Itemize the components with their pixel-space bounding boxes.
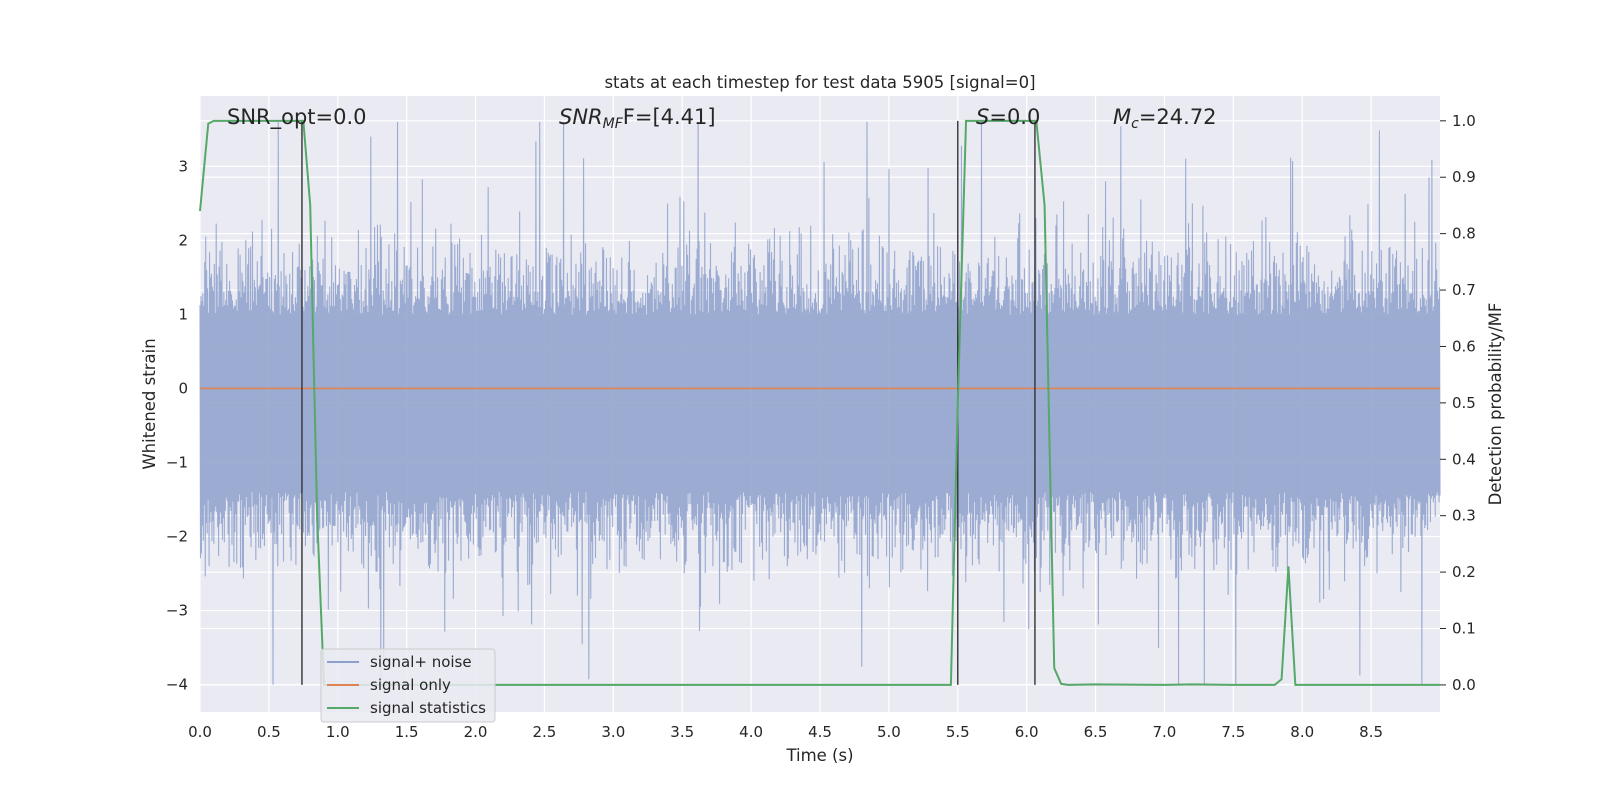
- y-right-tick-label: 0.7: [1452, 281, 1476, 299]
- legend-label-noise: signal+ noise: [370, 653, 472, 671]
- x-tick-label: 6.5: [1084, 723, 1108, 741]
- x-axis-label: Time (s): [785, 746, 853, 765]
- annotation-mc-value: =24.72: [1139, 105, 1217, 129]
- x-tick-label: 4.0: [739, 723, 763, 741]
- annotation-s-value: =0.0: [989, 105, 1040, 129]
- annotation-snr-mf: SNRMFF=[4.41]: [559, 105, 716, 132]
- y-left-tick-label: 0: [178, 379, 188, 397]
- y-left-axis-label: Whitened strain: [140, 338, 159, 469]
- x-tick-label: 0.5: [257, 723, 281, 741]
- legend-label-signal-only: signal only: [370, 676, 451, 694]
- y-right-tick-label: 0.4: [1452, 450, 1476, 468]
- annotation-snr-opt: SNR_opt=0.0: [227, 105, 367, 130]
- y-left-tick-label: −1: [166, 453, 188, 471]
- x-tick-label: 7.5: [1221, 723, 1245, 741]
- annotation-mc: Mc=24.72: [1113, 105, 1217, 132]
- y-right-tick-label: 0.8: [1452, 225, 1476, 243]
- x-tick-label: 3.5: [670, 723, 694, 741]
- annotation-mc-main: M: [1113, 105, 1131, 129]
- x-tick-label: 8.5: [1359, 723, 1383, 741]
- y-left-tick-label: 1: [178, 305, 188, 323]
- x-tick-label: 2.5: [533, 723, 557, 741]
- x-tick-label: 1.5: [395, 723, 419, 741]
- y-right-tick-label: 0.5: [1452, 394, 1476, 412]
- x-tick-label: 5.5: [946, 723, 970, 741]
- y-right-tick-label: 0.2: [1452, 563, 1476, 581]
- x-axis-ticks: 0.0 0.5 1.0 1.5 2.0 2.5 3.0 3.5 4.0 4.5 5.0 5.5 6.0 6…: [188, 723, 1383, 741]
- signal-statistics-line: [199, 119, 1440, 686]
- y-right-tick-label: 0.3: [1452, 507, 1476, 525]
- annotation-snr-mf-sub: MF: [603, 116, 624, 132]
- y-right-axis-label: Detection probability/MF: [1486, 303, 1505, 506]
- y-left-tick-label: −3: [166, 602, 188, 620]
- x-tick-label: 3.0: [601, 723, 625, 741]
- annotation-snr-mf-main: SNR: [559, 105, 603, 129]
- annotation-s: S=0.0: [976, 105, 1040, 129]
- y-right-tick-label: 0.0: [1452, 676, 1476, 694]
- legend-label-signal-stats: signal statistics: [370, 699, 486, 717]
- annotation-mc-sub: c: [1131, 116, 1139, 132]
- y-right-tick-label: 0.1: [1452, 620, 1476, 638]
- chart-title: stats at each timestep for test data 590…: [604, 73, 1035, 92]
- x-tick-label: 2.0: [464, 723, 488, 741]
- x-tick-label: 6.0: [1015, 723, 1039, 741]
- y-left-tick-label: −4: [166, 676, 188, 694]
- y-left-tick-label: 2: [178, 231, 188, 249]
- signal-noise-series: [199, 121, 1441, 685]
- y-left-tick-label: 3: [178, 157, 188, 175]
- x-tick-label: 8.0: [1290, 723, 1314, 741]
- legend: signal+ noise signal only signal statist…: [320, 648, 496, 723]
- x-tick-label: 7.0: [1153, 723, 1177, 741]
- y-left-axis-ticks: −4 −3 −2 −1 0 1 2 3: [166, 157, 188, 693]
- annotation-s-main: S: [976, 105, 989, 129]
- x-tick-label: 5.0: [877, 723, 901, 741]
- signal-statistics-series: [199, 119, 1440, 686]
- x-tick-label: 1.0: [326, 723, 350, 741]
- annotation-snr-mf-value: F=[4.41]: [623, 105, 716, 129]
- signal-noise-line: [199, 121, 1441, 685]
- x-tick-label: 0.0: [188, 723, 212, 741]
- x-tick-label: 4.5: [808, 723, 832, 741]
- y-right-tick-label: 0.9: [1452, 168, 1476, 186]
- legend-box: [320, 648, 496, 723]
- y-right-tick-label: 0.6: [1452, 337, 1476, 355]
- y-right-tick-label: 1.0: [1452, 112, 1476, 130]
- y-right-axis-ticks: 0.0 0.1 0.2 0.3 0.4 0.5 0.6 0.7 0.8 0.9 1.0: [1440, 112, 1476, 694]
- y-left-tick-label: −2: [166, 528, 188, 546]
